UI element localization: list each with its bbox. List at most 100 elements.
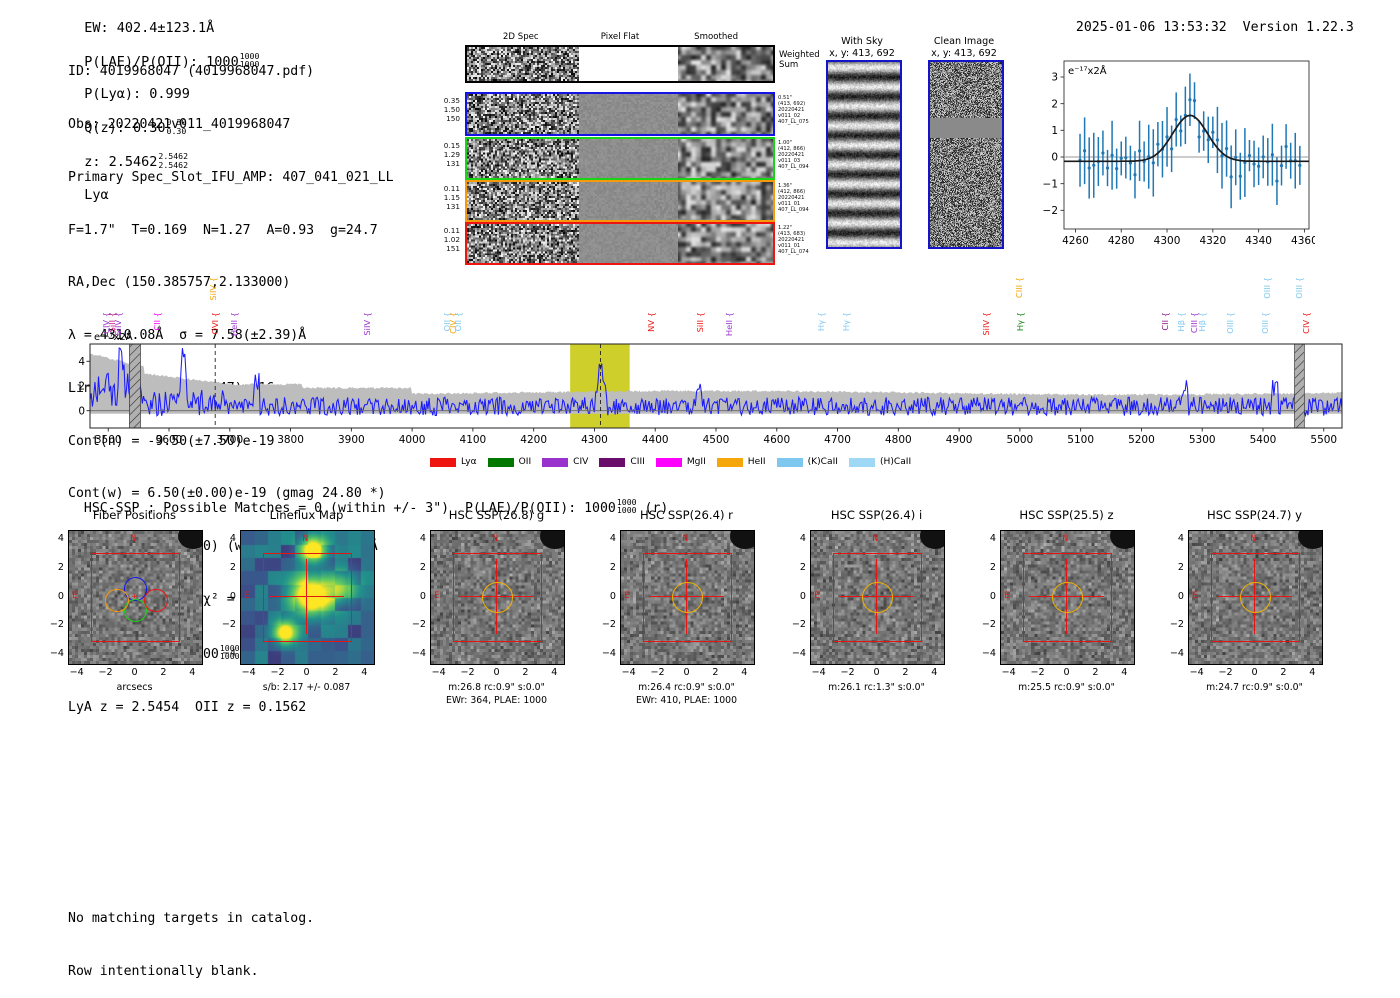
y-tick: −2 [601, 619, 616, 631]
header-timestamp-version: 2025-01-06 13:53:32 Version 1.22.3 [1060, 5, 1354, 35]
line-fit-svg: 4260 4280 4300 4320 4340 4360 −2 −1 0 1 2 3 e⁻¹⁷x2Å [1043, 60, 1318, 247]
x-tick: 2 [522, 667, 529, 678]
svg-text:4300: 4300 [1154, 235, 1181, 247]
legend-item-mgii: MgII [655, 457, 706, 467]
hsc-panel-caption-1: s/b: 2.17 +/- 0.087 [262, 682, 351, 693]
header-z-species: Lyα [84, 186, 109, 203]
twod-row [465, 180, 775, 222]
hsc-header-suffix: (r) [644, 501, 669, 517]
x-tick: 0 [1063, 667, 1070, 678]
header-z-fraction: 2.5462 2.5462 [158, 151, 188, 170]
hsc-panel-2: HSC SSP(26.8) g N E −4 −4 −2 −2 0 0 2 2 4 4 m:26.8 rc… [412, 508, 565, 706]
legend-item-hcaii: (H)CaII [848, 457, 911, 467]
y-tick: 4 [419, 532, 426, 544]
x-tick: −2 [98, 667, 113, 678]
x-tick: −4 [1001, 667, 1016, 678]
hsc-panel-0: Fiber Positions + N E −4 −4 −2 −2 0 0 2 2 4 4 arcsecs [50, 508, 203, 693]
header-plae-fraction: 1000 1000 [239, 51, 260, 70]
y-tick: 2 [1177, 561, 1184, 573]
svg-text:2: 2 [1051, 98, 1058, 110]
info-line-cont-w: Cont(w) = 6.50(±0.00)e-19 (gmag 24.80 *) [68, 486, 386, 502]
legend-item-oii: OII [487, 457, 531, 467]
cutout-title-0: With Sky x, y: 413, 692 [804, 36, 920, 60]
svg-text:5000: 5000 [1007, 434, 1034, 446]
header-version: Version 1.22.3 [1242, 20, 1354, 35]
emission-line-label: Hγ { [841, 312, 852, 332]
legend-swatch [848, 457, 875, 467]
emission-line-label: NV { [645, 312, 656, 332]
y-tick: −2 [981, 619, 996, 631]
hsc-panel-1: Lineflux Map N E −4 −4 −2 −2 0 0 2 2 4 4 s/b: 2.17 +/… [222, 508, 375, 693]
emission-line-label: OIII { [1259, 312, 1270, 334]
cutout-image-1 [928, 60, 1004, 249]
svg-text:0: 0 [1051, 152, 1058, 164]
twod-col-title-0: 2D Spec [502, 32, 539, 42]
header-plae: P(LAE)/P(OII): 1000 [84, 54, 239, 71]
spectrum-svg: 3500 3600 3700 3800 3900 4000 4100 4200 4300 4400… [78, 330, 1343, 446]
hsc-panel-title: HSC SSP(26.4) r [640, 508, 733, 522]
y-tick: −4 [221, 648, 236, 660]
info-line-lambda: λ = 4310.08Å σ = 7.58(±2.39)Å [68, 328, 307, 344]
footer-line-1: No matching targets in catalog. [68, 911, 315, 927]
info-line-radec: RA,Dec (150.385757,2.133000) [68, 275, 291, 291]
hsc-panel-6: HSC SSP(24.7) y N E −4 −4 −2 −2 0 0 2 2 4 4 m:24.7 rc… [1170, 508, 1323, 693]
x-tick: 0 [683, 667, 690, 678]
x-tick: 4 [1121, 667, 1128, 678]
twod-row-right-labels: 1.36" (412, 866) 20220421 v011_01 407_LL… [778, 183, 809, 214]
header-ew: EW: 402.4±123.1Å [84, 20, 215, 36]
hsc-header-prefix: HSC-SSP : Possible Matches = 0 (within +… [83, 501, 616, 517]
x-tick: 0 [493, 667, 500, 678]
emission-line-label: SiIV { [361, 312, 372, 336]
twod-row [465, 45, 775, 83]
x-tick: −4 [431, 667, 446, 678]
x-tick: −2 [840, 667, 855, 678]
cutout-title-text: With Sky [841, 36, 883, 47]
x-tick: −4 [811, 667, 826, 678]
y-tick: −4 [1169, 648, 1184, 660]
x-tick: 2 [1092, 667, 1099, 678]
hsc-panel-caption-1: m:24.7 rc:0.9" s:0.0" [1206, 682, 1303, 693]
weighted-sum-label: Weighted Sum [779, 50, 820, 70]
y-tick: 4 [1177, 532, 1184, 544]
svg-text:3500: 3500 [95, 434, 122, 446]
y-tick: −2 [1169, 619, 1184, 631]
full-spectrum-plot: 3500 3600 3700 3800 3900 4000 4100 4200 4300 4400… [60, 272, 1350, 452]
svg-text:3700: 3700 [216, 434, 243, 446]
hsc-panel-title: HSC SSP(25.5) z [1019, 508, 1114, 522]
hsc-panel-image [1000, 530, 1135, 665]
y-tick: 0 [419, 590, 426, 602]
legend-label: CIV [573, 457, 589, 467]
svg-text:0: 0 [78, 405, 85, 417]
y-tick: −4 [791, 648, 806, 660]
hsc-panel-image [1188, 530, 1323, 665]
legend-swatch [776, 457, 803, 467]
hsc-panel-image [240, 530, 375, 665]
svg-text:4600: 4600 [763, 434, 790, 446]
emission-line-label: Hβ { [1197, 312, 1208, 332]
cutout-image-0 [826, 60, 902, 249]
legend-swatch [716, 457, 743, 467]
x-tick: 2 [712, 667, 719, 678]
x-tick: −2 [1218, 667, 1233, 678]
hsc-panel-3: HSC SSP(26.4) r N E −4 −4 −2 −2 0 0 2 2 4 4 m:26.4 rc… [602, 508, 755, 706]
header-timestamp: 2025-01-06 13:53:32 [1075, 20, 1227, 35]
legend-swatch [487, 457, 514, 467]
emission-line-label: CIV { [1300, 312, 1311, 334]
header-qz-fraction: 0.30 0.30 [166, 117, 187, 136]
y-tick: 0 [609, 590, 616, 602]
legend-label: MgII [686, 457, 706, 467]
cutout-title-1: Clean Image x, y: 413, 692 [906, 36, 1022, 60]
svg-text:−2: −2 [1043, 205, 1058, 217]
emission-line-label: Hγ { [816, 312, 827, 332]
legend-swatch [430, 457, 456, 467]
svg-text:4900: 4900 [946, 434, 973, 446]
y-tick: −2 [49, 619, 64, 631]
svg-text:4: 4 [78, 356, 85, 368]
x-tick: 4 [931, 667, 938, 678]
footer-text: No matching targets in catalog. Row inte… [68, 875, 314, 998]
header-summary-line: EW: 402.4±123.1Å P(LAE)/P(OII): 1000 1000… [68, 4, 259, 203]
y-tick: −2 [791, 619, 806, 631]
twod-row [465, 222, 775, 265]
y-tick: 4 [989, 532, 996, 544]
emission-line-label: Hβ { [1175, 312, 1186, 332]
